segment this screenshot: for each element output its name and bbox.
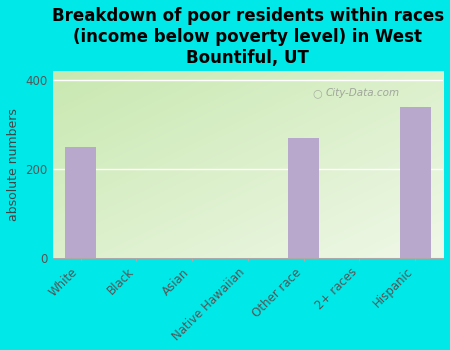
Text: City-Data.com: City-Data.com [326, 88, 400, 98]
Bar [288, 138, 319, 258]
Text: ○: ○ [312, 88, 322, 98]
Y-axis label: absolute numbers: absolute numbers [7, 108, 20, 221]
Bar [400, 106, 431, 258]
Bar [65, 147, 96, 258]
Title: Breakdown of poor residents within races
(income below poverty level) in West
Bo: Breakdown of poor residents within races… [52, 7, 444, 66]
